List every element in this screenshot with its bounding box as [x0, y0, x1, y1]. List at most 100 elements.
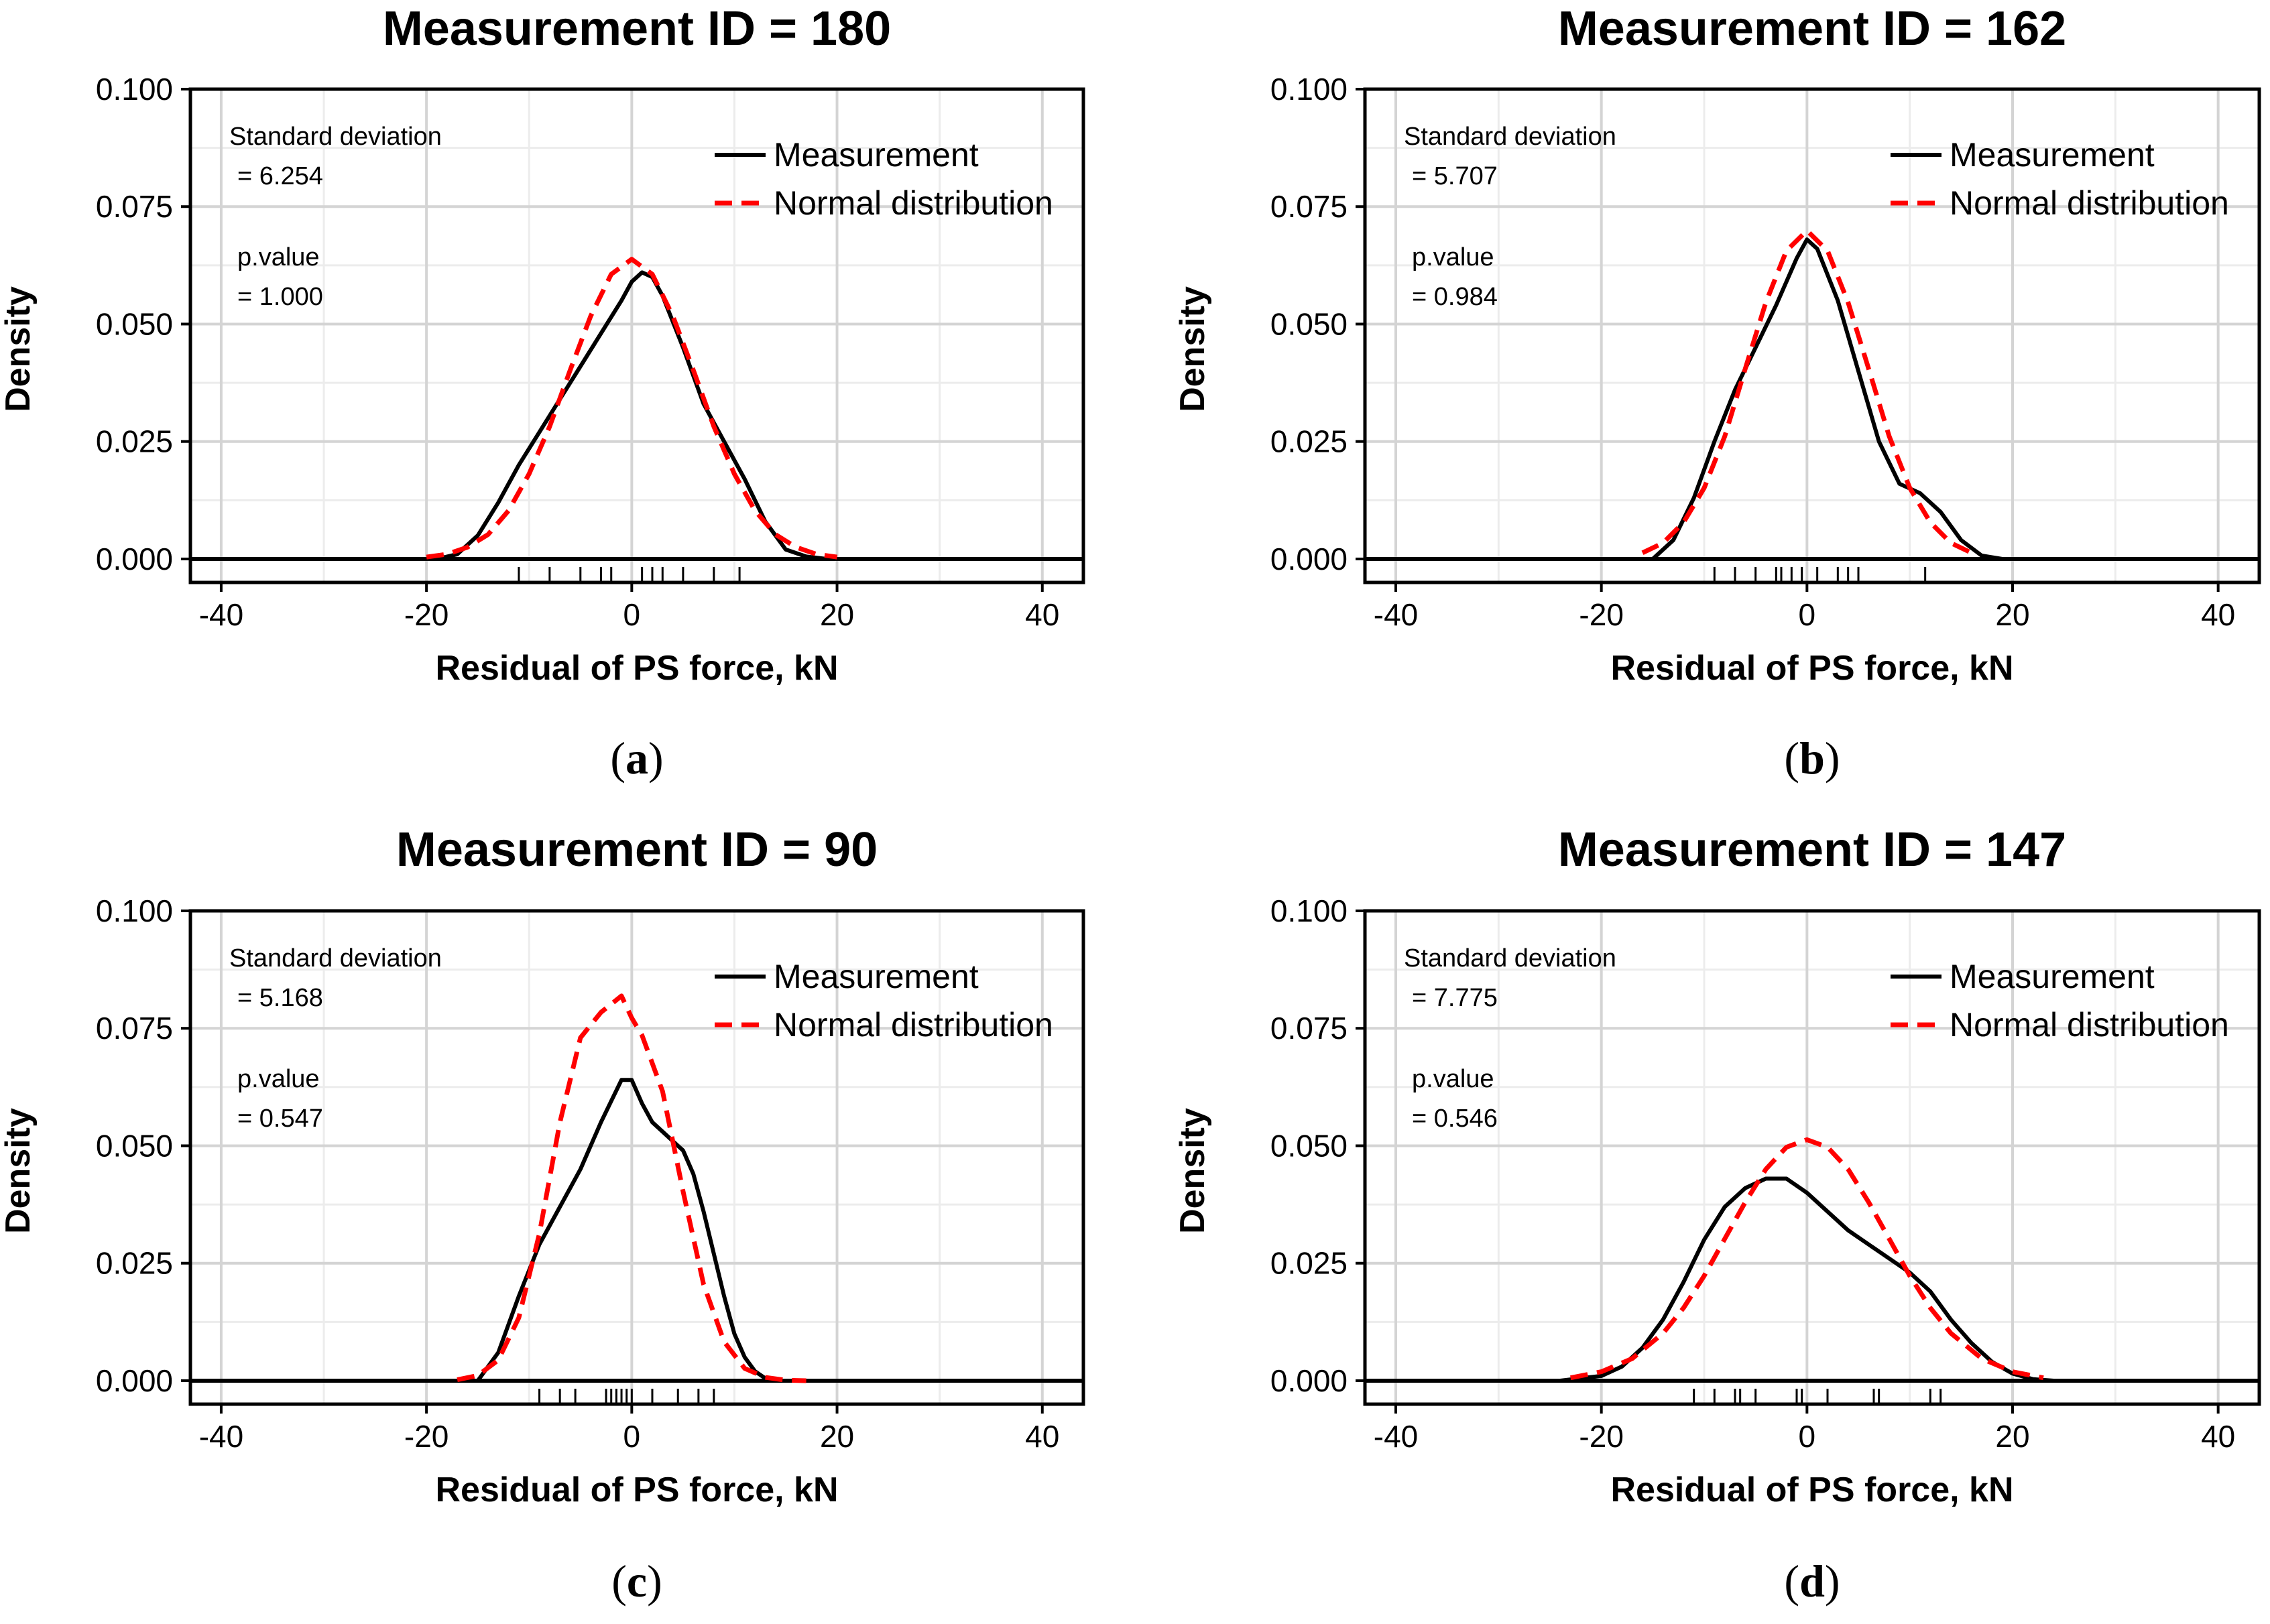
measurement-line: [436, 270, 827, 561]
panel-caption: (a): [610, 733, 663, 784]
x-tick-label: -40: [1374, 597, 1418, 632]
y-axis-title: Density: [0, 1108, 38, 1234]
panel-border: [1363, 87, 2261, 584]
panel-border: [188, 909, 1085, 1406]
x-tick-label: 20: [820, 1419, 854, 1454]
x-tick-label: 40: [2201, 597, 2235, 632]
caption-paren-open: (: [611, 1556, 627, 1607]
x-tick-label: 0: [623, 1419, 641, 1454]
legend-label: Measurement: [774, 136, 979, 174]
y-tick-label: 0.025: [96, 1246, 173, 1281]
panel-caption: (b): [1784, 733, 1840, 784]
y-tick-label: 0.050: [96, 1128, 173, 1163]
legend-label: Normal distribution: [1950, 184, 2229, 222]
p-value-value: = 0.984: [1412, 283, 1498, 311]
sd-label: Standard deviation: [1404, 944, 1616, 973]
p-value-label: p.value: [1412, 1065, 1494, 1093]
p-value-value: = 0.546: [1412, 1105, 1498, 1133]
caption-paren-open: (: [1784, 1556, 1799, 1607]
p-value-label: p.value: [237, 243, 320, 271]
measurement-line: [1559, 1176, 2054, 1383]
legend-label: Measurement: [774, 958, 979, 995]
caption-paren-close: ): [647, 1556, 662, 1607]
normal-distribution-line: [426, 257, 838, 560]
panel-border: [188, 87, 1085, 584]
legend-label: Normal distribution: [774, 1006, 1053, 1044]
measurement-line: [476, 1078, 776, 1383]
y-tick-label: 0.025: [1270, 424, 1348, 459]
x-tick-label: -20: [404, 597, 449, 632]
y-tick-label: 0.100: [96, 893, 173, 928]
p-value-value: = 0.547: [237, 1105, 323, 1133]
sd-value: = 6.254: [237, 162, 323, 190]
x-tick-label: -20: [1579, 597, 1623, 632]
x-axis-title: Residual of PS force, kN: [1610, 649, 2013, 688]
caption-letter: c: [627, 1556, 647, 1607]
sd-label: Standard deviation: [229, 944, 442, 973]
y-tick-label: 0.000: [96, 1363, 173, 1398]
y-tick-label: 0.075: [96, 1011, 173, 1046]
y-tick-label: 0.025: [1270, 1246, 1348, 1281]
x-tick-label: 20: [1995, 597, 2029, 632]
caption-letter: d: [1799, 1556, 1825, 1607]
x-axis-title: Residual of PS force, kN: [435, 649, 838, 688]
sd-value: = 7.775: [1412, 984, 1498, 1012]
chart-panel-a: -40 -20 0 20 40 0.000 0.025 0.050 0.075 0.100 Stan…: [0, 2, 1085, 784]
y-tick-label: 0.100: [96, 72, 173, 107]
y-tick-label: 0.000: [1270, 542, 1348, 576]
caption-letter: a: [625, 733, 648, 784]
y-tick-label: 0.050: [96, 306, 173, 341]
y-tick-label: 0.025: [96, 424, 173, 459]
sd-value: = 5.168: [237, 984, 323, 1012]
normal-distribution-line: [457, 993, 807, 1383]
caption-paren-close: ): [1825, 1556, 1840, 1607]
x-tick-label: 0: [623, 597, 641, 632]
caption-paren-open: (: [610, 733, 625, 784]
chart-panel-d: -40 -20 0 20 40 0.000 0.025 0.050 0.075 0.100 Stan…: [1173, 823, 2261, 1607]
x-tick-label: 0: [1799, 1419, 1816, 1454]
chart-panel-c: -40 -20 0 20 40 0.000 0.025 0.050 0.075 0.100 Stan…: [0, 823, 1085, 1607]
y-tick-label: 0.050: [1270, 306, 1348, 341]
x-axis-title: Residual of PS force, kN: [1610, 1471, 2013, 1509]
x-tick-label: 40: [1025, 1419, 1059, 1454]
x-axis-title: Residual of PS force, kN: [435, 1471, 838, 1509]
y-tick-label: 0.075: [96, 189, 173, 224]
caption-letter: b: [1799, 733, 1825, 784]
y-tick-label: 0.000: [96, 542, 173, 576]
panel-title: Measurement ID = 147: [1558, 823, 2066, 877]
x-tick-label: 40: [1025, 597, 1059, 632]
legend-label: Normal distribution: [774, 184, 1053, 222]
panel-title: Measurement ID = 90: [396, 823, 878, 877]
x-tick-label: -40: [199, 1419, 243, 1454]
caption-paren-close: ): [648, 733, 664, 784]
panel-caption: (c): [611, 1556, 662, 1607]
y-axis-title: Density: [1173, 1108, 1212, 1234]
legend-label: Measurement: [1950, 136, 2155, 174]
caption-paren-open: (: [1784, 733, 1799, 784]
measurement-line: [1651, 237, 2003, 561]
x-tick-label: 20: [820, 597, 854, 632]
p-value-label: p.value: [237, 1065, 320, 1093]
x-tick-label: 0: [1799, 597, 1816, 632]
panel-title: Measurement ID = 180: [383, 2, 891, 56]
x-tick-label: 40: [2201, 1419, 2235, 1454]
x-tick-label: -40: [199, 597, 243, 632]
normal-distribution-line: [1570, 1137, 2044, 1381]
legend-label: Normal distribution: [1950, 1006, 2229, 1044]
y-tick-label: 0.075: [1270, 1011, 1348, 1046]
sd-label: Standard deviation: [229, 123, 442, 151]
caption-paren-close: ): [1825, 733, 1840, 784]
y-axis-title: Density: [0, 286, 38, 412]
chart-panel-b: -40 -20 0 20 40 0.000 0.025 0.050 0.075 0.100 Stan…: [1173, 2, 2261, 784]
y-tick-label: 0.000: [1270, 1363, 1348, 1398]
y-tick-label: 0.050: [1270, 1128, 1348, 1163]
x-tick-label: -40: [1374, 1419, 1418, 1454]
x-tick-label: 20: [1995, 1419, 2029, 1454]
x-tick-label: -20: [1579, 1419, 1623, 1454]
panel-border: [1363, 909, 2261, 1406]
sd-value: = 5.707: [1412, 162, 1498, 190]
y-tick-label: 0.100: [1270, 72, 1348, 107]
p-value-label: p.value: [1412, 243, 1494, 271]
